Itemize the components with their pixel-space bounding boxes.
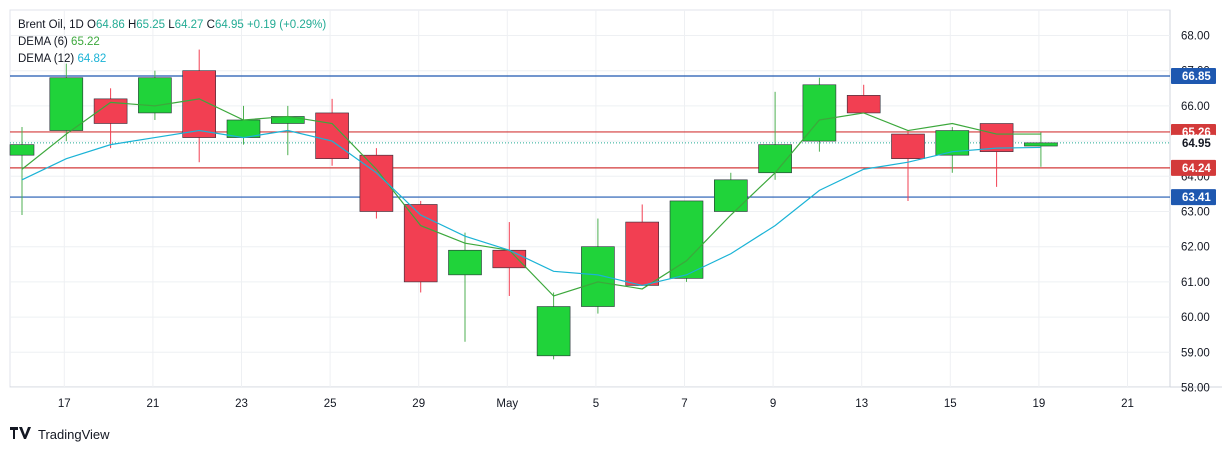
price-tag-label: 64.95 <box>1182 138 1211 150</box>
brand-name: TradingView <box>38 427 110 442</box>
dema6-label: DEMA (6) <box>18 36 68 48</box>
candle-body <box>403 204 438 283</box>
candle-body <box>49 77 84 131</box>
legend: Brent Oil, 1D O64.86 H65.25 L64.27 C64.9… <box>18 17 326 68</box>
y-tick-label: 66.00 <box>1181 101 1210 113</box>
candle-body <box>9 144 35 156</box>
tradingview-brand[interactable]: TradingView <box>10 427 110 442</box>
candle-body <box>536 306 571 357</box>
dema12-line <box>21 129 1041 287</box>
price-tag <box>1171 67 1216 84</box>
candle-body <box>448 249 482 276</box>
dema-lines <box>21 98 1041 297</box>
candle-body <box>226 119 261 138</box>
dema6-value: 65.22 <box>71 36 100 48</box>
x-tick-label: 25 <box>324 398 337 410</box>
price-axis: 58.0059.0060.0061.0062.0063.0064.0065.00… <box>1181 31 1210 395</box>
y-tick-label: 60.00 <box>1181 312 1210 324</box>
candle-body <box>1024 142 1058 147</box>
candle-body <box>492 249 527 269</box>
dema6-row: DEMA (6) 65.22 <box>18 34 326 51</box>
price-tag-label: 63.41 <box>1182 192 1211 204</box>
tradingview-logo-icon <box>10 427 32 442</box>
candle-body <box>669 200 704 279</box>
x-tick-label: 5 <box>593 398 599 410</box>
change-value: +0.19 (+0.29%) <box>246 19 327 31</box>
candle-body <box>713 179 748 212</box>
y-tick-label: 58.00 <box>1181 383 1210 395</box>
candle-body <box>625 221 660 286</box>
candle-body <box>846 95 881 114</box>
candle-body <box>802 84 837 142</box>
ohlc-row: Brent Oil, 1D O64.86 H65.25 L64.27 C64.9… <box>18 17 326 34</box>
close-value: 64.95 <box>214 19 244 31</box>
price-tag <box>1171 189 1216 206</box>
candle-body <box>315 112 349 160</box>
close-label: C <box>206 19 215 31</box>
x-tick-label: 17 <box>58 398 71 410</box>
dema6-line <box>21 98 1041 297</box>
high-value: 65.25 <box>136 19 166 31</box>
high-label: H <box>127 19 137 31</box>
x-tick-label: 21 <box>147 398 160 410</box>
x-tick-label: 29 <box>412 398 425 410</box>
price-tag-label: 66.85 <box>1182 71 1211 83</box>
y-tick-label: 63.00 <box>1181 207 1210 219</box>
dema12-label: DEMA (12) <box>18 53 75 65</box>
x-tick-label: 13 <box>855 398 868 410</box>
open-label: O <box>87 19 96 31</box>
open-value: 64.86 <box>95 19 125 31</box>
price-tag-label: 64.24 <box>1182 163 1211 175</box>
candle-body <box>758 144 792 174</box>
y-tick-label: 68.00 <box>1181 31 1210 43</box>
price-tag <box>1171 134 1216 151</box>
x-tick-label: 15 <box>944 398 957 410</box>
symbol-label: Brent Oil, 1D <box>18 19 84 31</box>
x-tick-label: 19 <box>1033 398 1046 410</box>
candle-body <box>138 77 172 114</box>
x-tick-label: 7 <box>681 398 687 410</box>
price-tag <box>1171 159 1216 176</box>
candle-body <box>891 133 925 159</box>
candle-body <box>979 123 1014 152</box>
x-tick-label: 21 <box>1121 398 1134 410</box>
candle-body <box>581 246 615 307</box>
x-tick-label: 23 <box>235 398 248 410</box>
x-tick-label: 9 <box>770 398 776 410</box>
y-tick-label: 62.00 <box>1181 242 1210 254</box>
x-tick-label: May <box>496 398 518 410</box>
low-label: L <box>168 19 175 31</box>
time-axis: 17 21 23 25 29 May 5 7 9 13 15 19 21 <box>58 398 1134 410</box>
dema12-row: DEMA (12) 64.82 <box>18 51 326 68</box>
y-tick-label: 61.00 <box>1181 277 1210 289</box>
y-tick-label: 59.00 <box>1181 347 1210 359</box>
low-value: 64.27 <box>174 19 204 31</box>
dema12-value: 64.82 <box>77 53 107 65</box>
